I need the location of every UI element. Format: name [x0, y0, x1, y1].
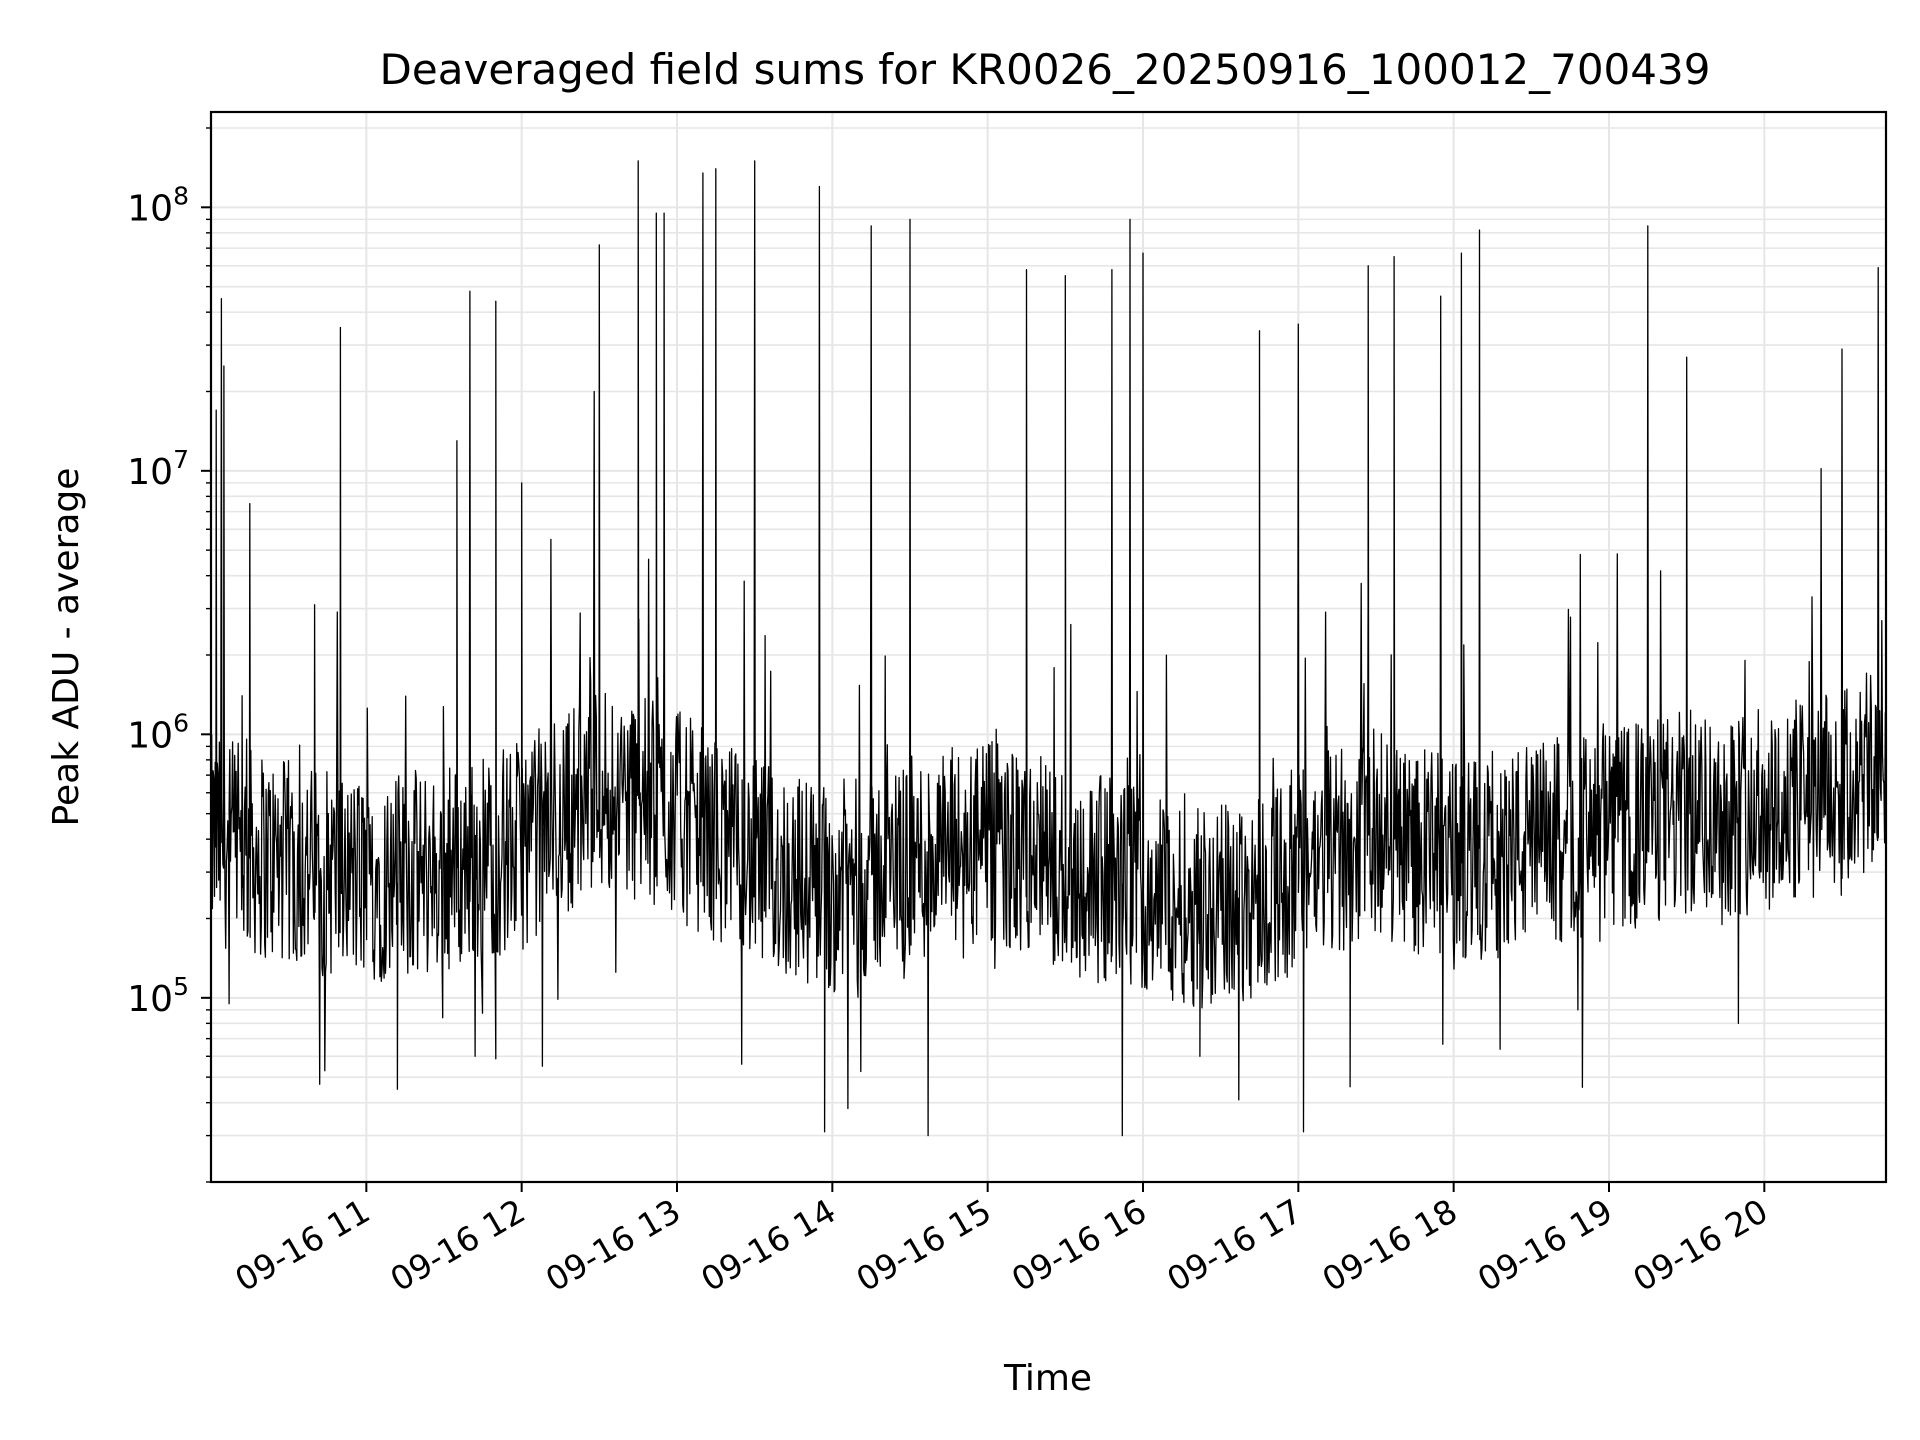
- y-tick-label: 106: [127, 708, 189, 756]
- axes-frame: [209, 110, 1888, 1184]
- y-tick-label: 105: [127, 972, 189, 1020]
- series-line: [210, 160, 1887, 1137]
- y-tick-label: 108: [127, 181, 189, 229]
- x-axis-label: Time: [1003, 1358, 1092, 1399]
- chart-title: Deaveraged field sums for KR0026_2025091…: [380, 45, 1711, 94]
- y-axis-label: Peak ADU - average: [46, 468, 87, 827]
- plot-area: [210, 160, 1887, 1137]
- y-tick-label: 107: [127, 445, 189, 493]
